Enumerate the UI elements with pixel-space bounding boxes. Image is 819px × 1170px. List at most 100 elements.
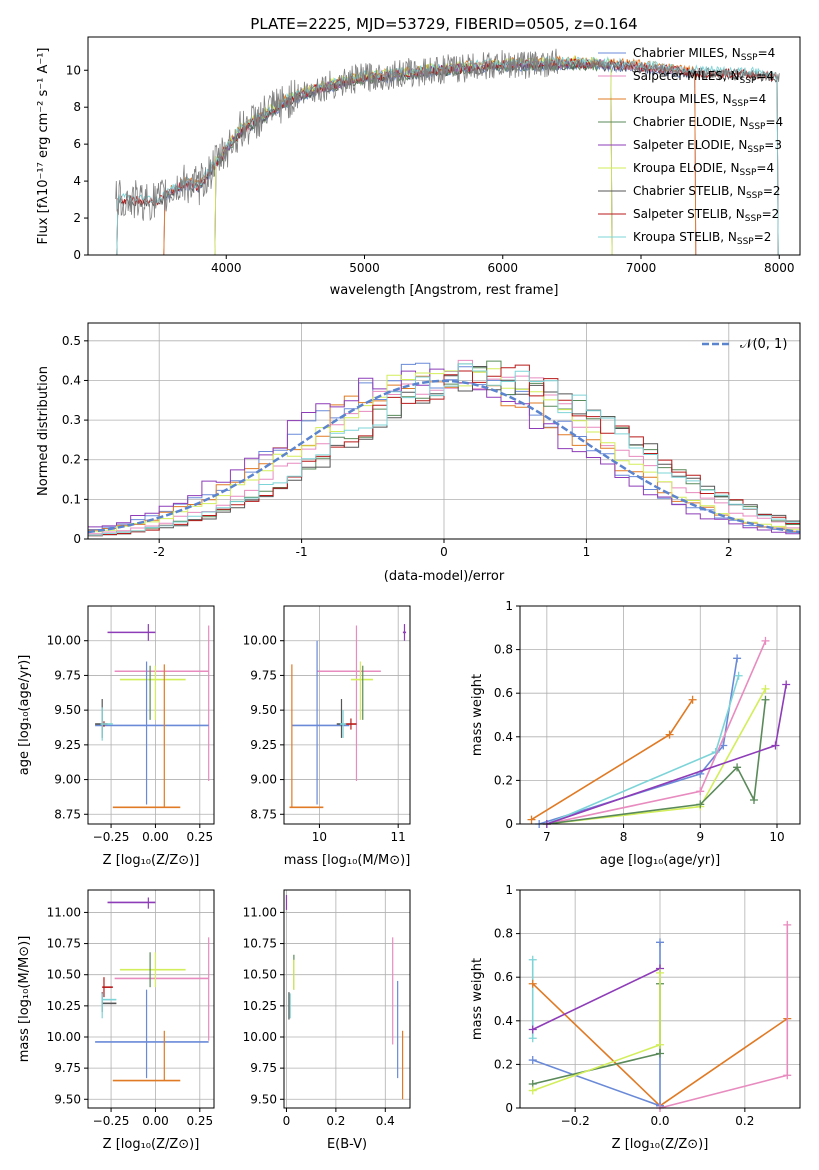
legend-entry: Kroupa MILES, NSSP=4 bbox=[633, 92, 766, 109]
mass-vs-metallicity-x-label: Z [log₁₀(Z/Z⊙)] bbox=[103, 1137, 200, 1152]
massweight-vs-age-y-label: mass weight bbox=[470, 674, 485, 756]
mass-weight-marker bbox=[528, 1086, 537, 1095]
x-tick-label: -1 bbox=[296, 545, 308, 559]
y-tick-label: 0.8 bbox=[494, 927, 513, 941]
mass-weight-marker bbox=[696, 800, 705, 809]
y-tick-label: 0.3 bbox=[62, 413, 81, 427]
x-tick-label: 8000 bbox=[764, 261, 795, 275]
y-tick-label: 9.50 bbox=[54, 1092, 81, 1106]
mass-vs-reddening-x-label: E(B-V) bbox=[327, 1137, 367, 1152]
x-tick-label: 0 bbox=[283, 1114, 291, 1128]
spectrum-panel: PLATE=2225, MJD=53729, FIBERID=0505, z=0… bbox=[36, 15, 801, 298]
x-tick-label: 6000 bbox=[487, 261, 518, 275]
y-tick-label: 9.50 bbox=[250, 703, 277, 717]
spectrum-y-label: Flux [fλ10⁻¹⁷ erg cm⁻² s⁻¹ A⁻¹] bbox=[36, 48, 51, 245]
y-tick-label: 0.2 bbox=[62, 453, 81, 467]
y-tick-label: 9.00 bbox=[250, 773, 277, 787]
y-tick-label: 10.50 bbox=[243, 968, 277, 982]
y-tick-label: 1 bbox=[505, 883, 513, 897]
y-tick-label: 9.50 bbox=[54, 703, 81, 717]
y-tick-label: 9.25 bbox=[54, 738, 81, 752]
x-tick-label: 1 bbox=[583, 545, 591, 559]
y-tick-label: 10 bbox=[66, 63, 81, 77]
mass-weight-marker bbox=[528, 1025, 537, 1034]
mass-weight-marker bbox=[734, 671, 743, 680]
legend-entry: Chabrier MILES, NSSP=4 bbox=[633, 46, 775, 63]
legend-entry: Kroupa ELODIE, NSSP=4 bbox=[633, 161, 774, 178]
y-tick-label: 8.75 bbox=[54, 807, 81, 821]
mass-weight-marker bbox=[528, 1056, 537, 1065]
y-tick-label: 9.75 bbox=[250, 668, 277, 682]
x-tick-label: 4000 bbox=[211, 261, 242, 275]
y-tick-label: 2 bbox=[73, 211, 81, 225]
mass-weight-marker bbox=[656, 1040, 664, 1049]
y-tick-label: 10.00 bbox=[243, 1030, 277, 1044]
x-tick-label: −0.2 bbox=[561, 1114, 590, 1128]
age-vs-metallicity-panel: −0.25 0.00 0.25 8.75 9.00 9.25 9.50 9.75 10.00 Z… bbox=[17, 605, 215, 868]
legend-entry: Kroupa STELIB, NSSP=2 bbox=[633, 230, 771, 247]
y-tick-label: 1 bbox=[505, 599, 513, 613]
y-tick-label: 0.1 bbox=[62, 492, 81, 506]
y-tick-label: 0.6 bbox=[494, 686, 513, 700]
x-tick-label: 10 bbox=[769, 830, 784, 844]
legend-entry: Chabrier ELODIE, NSSP=4 bbox=[633, 115, 783, 132]
x-tick-label: 0.2 bbox=[326, 1114, 345, 1128]
mass-weight-marker bbox=[783, 920, 792, 929]
massweight-vs-metallicity-y-label: mass weight bbox=[470, 958, 485, 1040]
x-tick-label: −0.25 bbox=[93, 830, 130, 844]
histogram-series bbox=[88, 363, 800, 536]
mass-weight-marker bbox=[656, 938, 664, 947]
y-tick-label: 0 bbox=[73, 248, 81, 262]
x-tick-label: 0.25 bbox=[186, 1114, 213, 1128]
age-vs-mass-x-label: mass [log₁₀(M/M⊙)] bbox=[284, 853, 411, 868]
mass-vs-metallicity-y-label: mass [log₁₀(M/M⊙)] bbox=[17, 936, 32, 1063]
y-tick-label: 10.50 bbox=[47, 968, 81, 982]
y-tick-label: 0.4 bbox=[494, 1014, 513, 1028]
mass-weight-marker bbox=[761, 695, 770, 704]
x-tick-label: 0.00 bbox=[142, 1114, 169, 1128]
legend-entry: Chabrier STELIB, NSSP=2 bbox=[633, 184, 781, 201]
mass-weight-marker bbox=[528, 1034, 537, 1043]
y-tick-label: 11.00 bbox=[243, 905, 277, 919]
mass-weight-marker bbox=[783, 1071, 792, 1080]
y-tick-label: 9.50 bbox=[250, 1092, 277, 1106]
age-vs-metallicity-x-label: Z [log₁₀(Z/Z⊙)] bbox=[103, 853, 200, 868]
residuals-y-label: Normed distribution bbox=[36, 366, 51, 496]
y-tick-label: 4 bbox=[73, 174, 81, 188]
y-tick-label: 10.00 bbox=[47, 634, 81, 648]
y-tick-label: 0 bbox=[73, 532, 81, 546]
y-tick-label: 9.75 bbox=[54, 1061, 81, 1075]
x-tick-label: 5000 bbox=[349, 261, 380, 275]
y-tick-label: 0.4 bbox=[62, 373, 81, 387]
y-tick-label: 0.6 bbox=[494, 970, 513, 984]
x-tick-label: -2 bbox=[153, 545, 165, 559]
mass-weight-marker bbox=[782, 680, 791, 689]
residuals-x-label: (data-model)/error bbox=[384, 569, 505, 584]
mass-weight-marker bbox=[656, 1049, 664, 1058]
mass-weight-marker bbox=[733, 763, 742, 772]
mass-weight-marker bbox=[528, 979, 537, 988]
mass-weight-marker bbox=[665, 730, 674, 739]
massweight-vs-age-x-label: age [log₁₀(age/yr)] bbox=[600, 853, 721, 868]
y-tick-label: 9.75 bbox=[250, 1061, 277, 1075]
legend-entry: Salpeter STELIB, NSSP=2 bbox=[633, 207, 779, 224]
x-tick-label: 11 bbox=[391, 830, 406, 844]
y-tick-label: 0 bbox=[505, 1101, 513, 1115]
legend-entry: Salpeter MILES, NSSP=4 bbox=[633, 69, 774, 86]
y-tick-label: 9.25 bbox=[250, 738, 277, 752]
y-tick-label: 0.4 bbox=[494, 730, 513, 744]
y-tick-label: 10.00 bbox=[243, 634, 277, 648]
mass-weight-marker bbox=[528, 955, 537, 964]
massweight-vs-metallicity-x-label: Z [log₁₀(Z/Z⊙)] bbox=[612, 1137, 709, 1152]
y-tick-label: 0.5 bbox=[62, 334, 81, 348]
mass-vs-metallicity-panel: −0.25 0.00 0.25 9.50 9.75 10.00 10.25 10.50 10.7… bbox=[17, 889, 215, 1152]
x-tick-label: 0.00 bbox=[142, 830, 169, 844]
age-vs-metallicity-y-label: age [log₁₀(age/yr)] bbox=[17, 655, 32, 776]
y-tick-label: 10.25 bbox=[243, 999, 277, 1013]
mass-weight-marker bbox=[696, 787, 705, 796]
y-tick-label: 9.00 bbox=[54, 773, 81, 787]
y-tick-label: 8.75 bbox=[250, 807, 277, 821]
age-vs-mass-panel: 10 11 8.75 9.00 9.25 9.50 9.75 10.00 mass [log₁… bbox=[243, 605, 411, 868]
x-tick-label: 0.25 bbox=[186, 830, 213, 844]
